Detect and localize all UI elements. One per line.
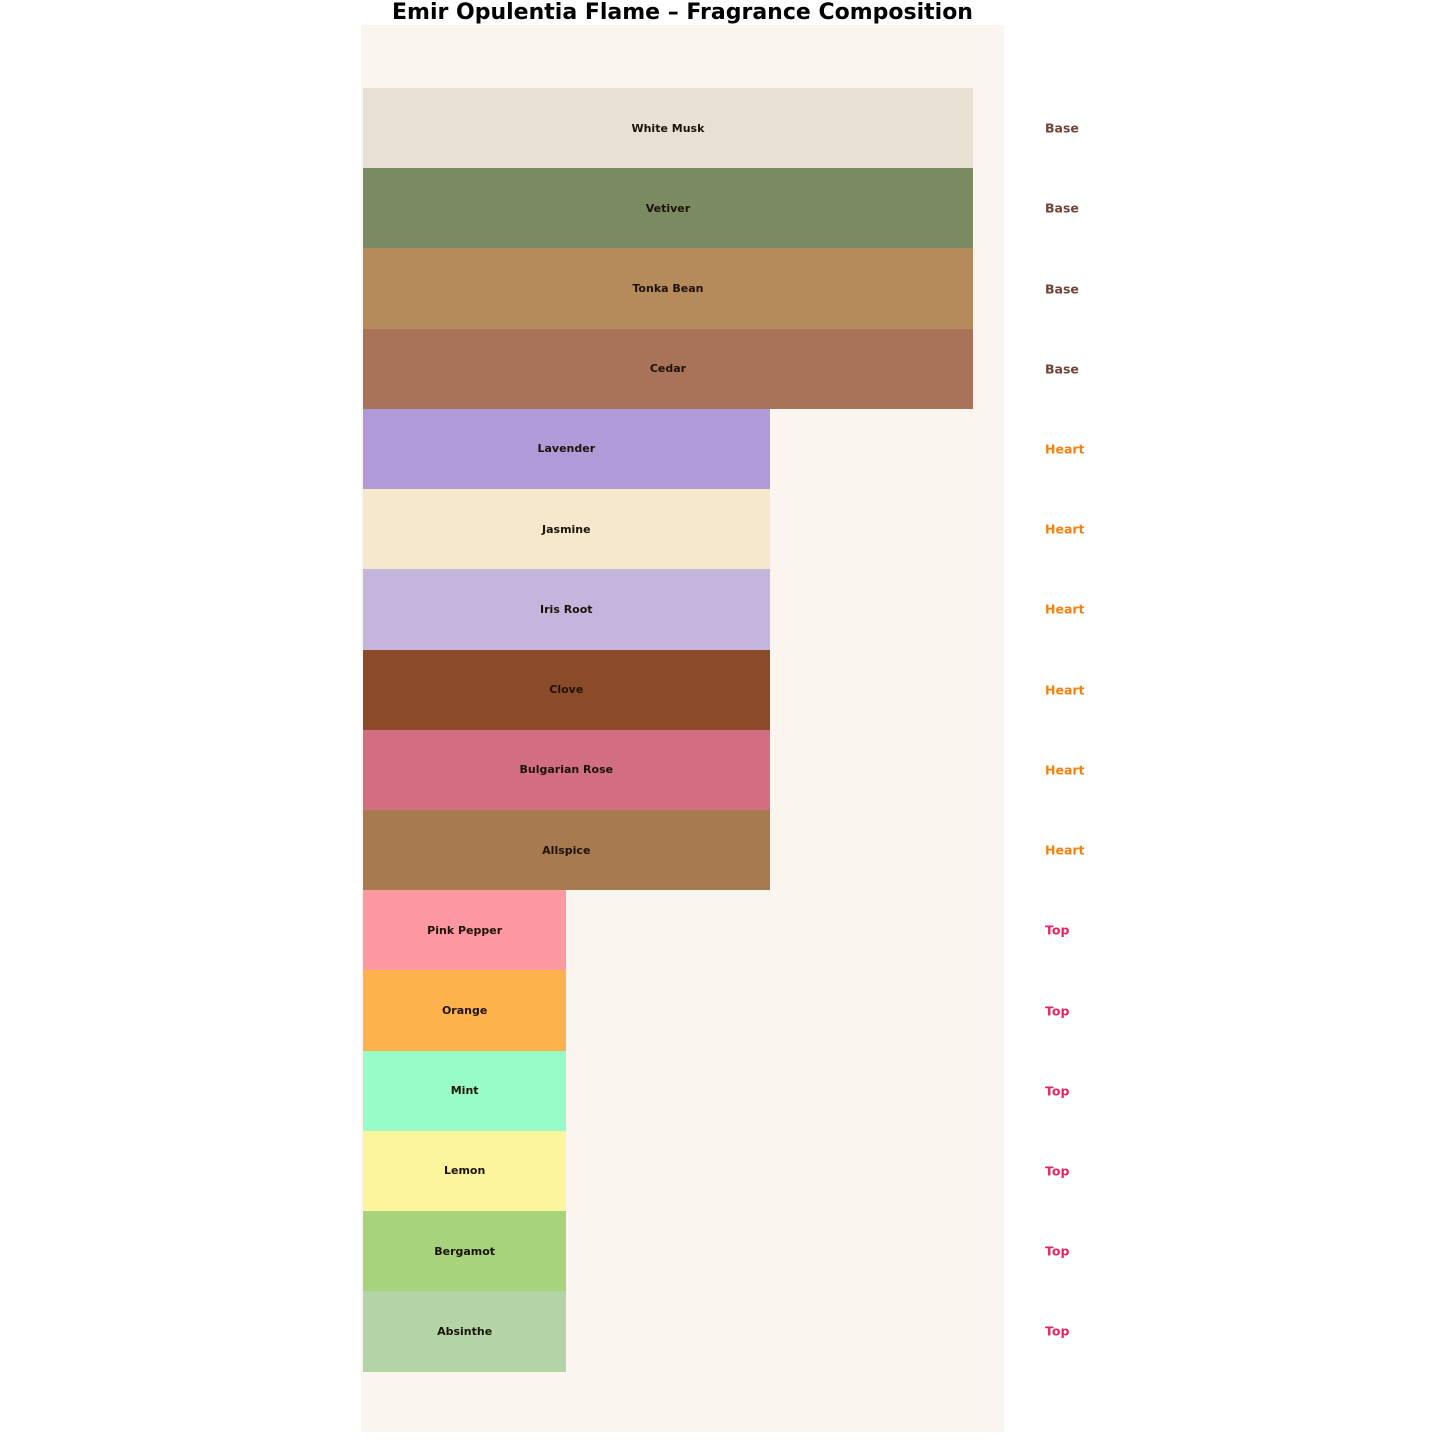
group-label-heart: Heart <box>1045 762 1085 778</box>
bar-label: White Musk <box>631 121 705 135</box>
bar-lemon: Lemon <box>363 1130 567 1212</box>
bar-iris-root: Iris Root <box>363 569 770 650</box>
bar-absinthe: Absinthe <box>363 1291 567 1372</box>
bar-label: Jasmine <box>542 522 591 536</box>
group-label-top: Top <box>1045 1243 1070 1259</box>
group-label-heart: Heart <box>1045 682 1085 698</box>
bar-label: Absinthe <box>437 1324 493 1338</box>
bar-lavender: Lavender <box>363 408 770 490</box>
bar-bulgarian-rose: Bulgarian Rose <box>363 729 770 810</box>
bar-white-musk: White Musk <box>363 88 973 169</box>
bar-label: Lemon <box>443 1164 486 1178</box>
group-label-top: Top <box>1045 1323 1070 1339</box>
group-label-base: Base <box>1045 120 1079 136</box>
bar-jasmine: Jasmine <box>363 489 770 570</box>
bar-label: Allspice <box>542 843 591 857</box>
group-label-top: Top <box>1045 1003 1070 1019</box>
bar-label: Bergamot <box>434 1244 496 1258</box>
bar-mint: Mint <box>363 1050 567 1131</box>
bar-label: Cedar <box>649 362 687 376</box>
bar-allspice: Allspice <box>363 809 770 891</box>
bar-label: Pink Pepper <box>427 923 503 937</box>
group-label-heart: Heart <box>1045 601 1085 617</box>
group-label-top: Top <box>1045 1163 1070 1179</box>
bar-tonka-bean: Tonka Bean <box>363 248 973 329</box>
group-label-heart: Heart <box>1045 842 1085 858</box>
bar-vetiver: Vetiver <box>363 168 973 249</box>
bar-label: Tonka Bean <box>632 282 704 296</box>
bar-label: Iris Root <box>540 602 593 616</box>
group-label-base: Base <box>1045 281 1079 297</box>
bar-label: Clove <box>549 683 584 697</box>
bar-orange: Orange <box>363 970 567 1051</box>
group-label-base: Base <box>1045 200 1079 216</box>
chart-title: Emir Opulentia Flame – Fragrance Composi… <box>392 0 973 25</box>
group-label-heart: Heart <box>1045 441 1085 457</box>
bar-bergamot: Bergamot <box>363 1211 567 1292</box>
group-label-heart: Heart <box>1045 521 1085 537</box>
bar-label: Orange <box>441 1004 488 1018</box>
bar-label: Bulgarian Rose <box>519 763 614 777</box>
bar-label: Vetiver <box>645 201 691 215</box>
group-label-base: Base <box>1045 361 1079 377</box>
bar-pink-pepper: Pink Pepper <box>363 890 567 971</box>
bar-cedar: Cedar <box>363 328 973 409</box>
group-label-top: Top <box>1045 922 1070 938</box>
bar-label: Lavender <box>537 442 596 456</box>
bar-label: Mint <box>450 1084 479 1098</box>
group-label-top: Top <box>1045 1083 1070 1099</box>
bar-clove: Clove <box>363 649 770 730</box>
